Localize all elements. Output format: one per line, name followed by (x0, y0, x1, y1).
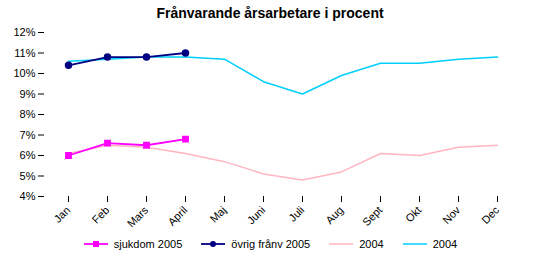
svg-text:Juni: Juni (245, 204, 268, 227)
svg-text:Dec: Dec (479, 203, 502, 226)
svg-text:12%: 12% (13, 26, 35, 38)
html-text:2004: 2004 (359, 238, 384, 250)
svg-text:Maj: Maj (207, 204, 228, 225)
svg-text:April: April (165, 204, 189, 228)
svg-text:Feb: Feb (90, 204, 112, 226)
html-text:2004: 2004 (432, 238, 458, 250)
svg-text:Okt: Okt (403, 204, 424, 225)
html-text:Frånvarande årsarbetare i proc: Frånvarande årsarbetare i procent (156, 5, 384, 21)
html-text:sjukdom 2005: sjukdom 2005 (113, 238, 183, 250)
svg-text:11%: 11% (14, 47, 35, 59)
svg-text:6%: 6% (20, 149, 36, 161)
svg-text:Aug: Aug (323, 204, 345, 226)
svg-text:Sept: Sept (360, 204, 384, 228)
html-text:övrig frånv 2005: övrig frånv 2005 (231, 238, 311, 250)
svg-text:5%: 5% (20, 170, 36, 182)
svg-text:7%: 7% (20, 129, 36, 141)
svg-text:8%: 8% (20, 108, 36, 120)
svg-text:Mars: Mars (125, 203, 151, 229)
svg-text:9%: 9% (20, 88, 36, 100)
svg-text:4%: 4% (20, 190, 36, 202)
svg-text:10%: 10% (13, 67, 35, 79)
svg-text:Nov: Nov (440, 203, 463, 226)
svg-text:Juli: Juli (286, 204, 306, 224)
svg-text:Jan: Jan (51, 204, 72, 225)
